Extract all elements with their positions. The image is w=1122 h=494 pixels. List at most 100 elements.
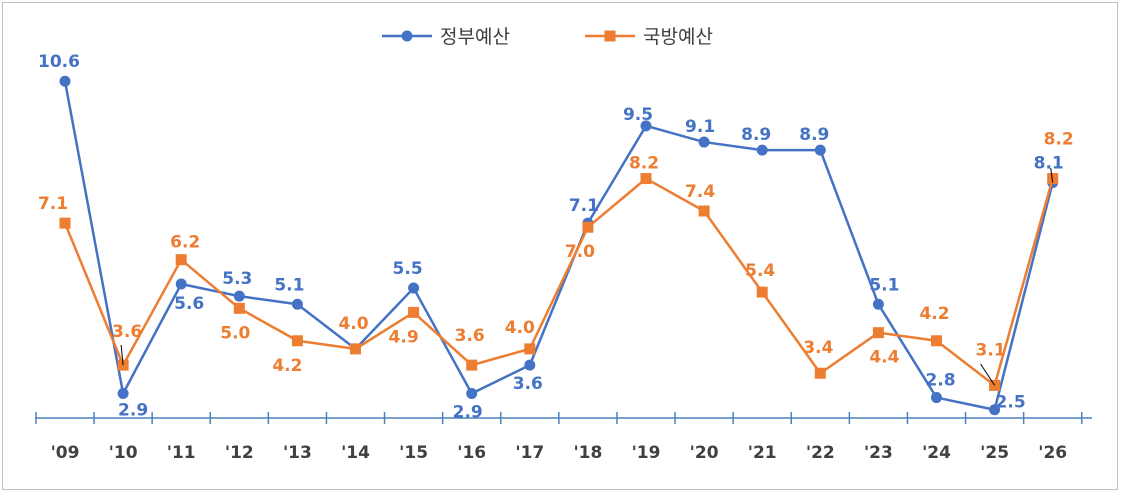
data-point xyxy=(175,278,187,290)
data-point xyxy=(872,327,884,339)
data-point xyxy=(698,205,710,217)
x-tick-label: '09 xyxy=(51,443,80,463)
data-label: 7.1 xyxy=(569,196,599,216)
data-label: 7.1 xyxy=(38,194,68,214)
data-label: 8.2 xyxy=(1044,130,1074,150)
data-point xyxy=(524,343,536,355)
x-tick-label: '19 xyxy=(632,443,661,463)
data-label: 5.6 xyxy=(174,294,204,314)
data-point xyxy=(233,290,245,302)
data-point xyxy=(175,254,187,266)
data-label: 5.1 xyxy=(274,275,304,295)
data-point xyxy=(233,302,245,314)
x-tick-label: '12 xyxy=(225,443,254,463)
data-point xyxy=(117,359,129,371)
x-tick-label: '24 xyxy=(922,443,951,463)
x-tick-label: '22 xyxy=(806,443,835,463)
data-label: 3.6 xyxy=(112,322,142,342)
data-point xyxy=(408,282,420,294)
data-label: 10.6 xyxy=(38,52,80,72)
data-label: 8.2 xyxy=(629,154,659,174)
data-point xyxy=(582,221,594,233)
data-point xyxy=(350,343,361,355)
legend: 정부예산 국방예산 xyxy=(382,26,713,48)
data-point xyxy=(117,388,129,399)
data-point xyxy=(756,144,768,156)
data-label: 7.4 xyxy=(685,182,715,202)
data-label: 4.0 xyxy=(505,318,535,338)
x-tick-label: '21 xyxy=(748,443,777,463)
x-tick-label: '16 xyxy=(457,443,486,463)
data-label: 3.6 xyxy=(513,374,543,394)
x-tick-label: '17 xyxy=(515,443,544,463)
data-point xyxy=(756,286,768,298)
legend-label: 정부예산 xyxy=(440,26,510,48)
x-tick-label: '23 xyxy=(864,443,893,463)
data-point xyxy=(408,306,420,318)
data-label: 9.1 xyxy=(685,117,715,137)
x-tick-label: '20 xyxy=(690,443,719,463)
x-tick-label: '25 xyxy=(980,443,1009,463)
x-tick-label: '14 xyxy=(341,443,370,463)
data-point xyxy=(640,120,652,132)
label-leaders xyxy=(120,167,1054,386)
x-tick-label: '13 xyxy=(283,443,312,463)
data-point xyxy=(814,367,826,379)
data-point xyxy=(466,388,478,399)
series-government-budget: 10.6 2.9 5.6 5.3 5.1 5.5 2.9 3.6 7.1 9.5 9.1 8.9 8.9… xyxy=(38,52,1064,422)
data-label: 5.4 xyxy=(745,261,775,281)
data-label: 4.0 xyxy=(338,314,368,334)
x-tick-label: '11 xyxy=(167,443,196,463)
legend-label: 국방예산 xyxy=(643,26,713,48)
x-tick-label: '15 xyxy=(399,443,428,463)
series-line xyxy=(63,177,1054,387)
data-label: 5.5 xyxy=(393,259,423,279)
data-label: 5.3 xyxy=(222,269,252,289)
data-label: 8.9 xyxy=(799,125,829,145)
data-point xyxy=(814,144,826,156)
data-label: 5.1 xyxy=(869,275,899,295)
legend-item-government-budget: 정부예산 xyxy=(382,26,510,48)
x-tick-label: '10 xyxy=(109,443,138,463)
data-point xyxy=(989,404,1001,416)
series-defense-budget: 7.1 3.6 6.2 5.0 4.2 4.0 4.9 3.6 4.0 7.0 8.2 7.4 5.4 3… xyxy=(38,130,1074,391)
data-label: 2.9 xyxy=(118,401,148,421)
data-label: 4.4 xyxy=(869,348,899,368)
data-point xyxy=(931,392,942,404)
data-label: 3.4 xyxy=(803,338,833,358)
leader-line xyxy=(1050,167,1054,183)
x-tick-label: '18 xyxy=(573,443,602,463)
data-label: 4.2 xyxy=(919,304,949,324)
legend-marker xyxy=(401,30,413,42)
data-label: 8.1 xyxy=(1034,154,1064,174)
data-point xyxy=(291,298,303,310)
legend-item-defense-budget: 국방예산 xyxy=(585,26,713,48)
data-point xyxy=(466,359,478,371)
data-point xyxy=(524,359,536,371)
data-label: 4.9 xyxy=(389,327,419,347)
data-label: 6.2 xyxy=(170,233,200,253)
data-label: 2.9 xyxy=(453,403,483,423)
data-label: 4.2 xyxy=(272,356,302,376)
series-line xyxy=(63,80,1054,411)
leader-line xyxy=(980,363,996,386)
data-point xyxy=(698,136,710,148)
data-point xyxy=(291,335,303,347)
leader-line xyxy=(120,344,124,366)
data-point xyxy=(1047,173,1059,185)
data-point xyxy=(931,335,942,347)
data-label: 2.8 xyxy=(925,371,955,391)
data-label: 7.0 xyxy=(565,242,595,262)
data-label: 5.0 xyxy=(220,323,250,343)
data-label: 8.9 xyxy=(741,125,771,145)
data-point xyxy=(640,173,652,185)
data-label: 3.1 xyxy=(976,340,1006,360)
x-axis: '09 '10 '11 '12 '13 '14 '15 '16 '17 '18 '19 '20 '21 '… xyxy=(35,412,1092,463)
data-point xyxy=(872,298,884,310)
data-label: 9.5 xyxy=(623,105,653,125)
data-label: 3.6 xyxy=(455,326,485,346)
data-point xyxy=(59,217,71,229)
x-tick-label: '26 xyxy=(1038,443,1067,463)
